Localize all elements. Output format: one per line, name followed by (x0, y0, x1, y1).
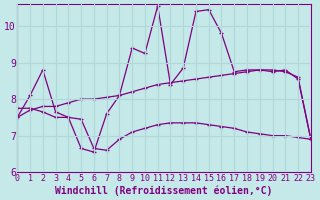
X-axis label: Windchill (Refroidissement éolien,°C): Windchill (Refroidissement éolien,°C) (55, 185, 273, 196)
